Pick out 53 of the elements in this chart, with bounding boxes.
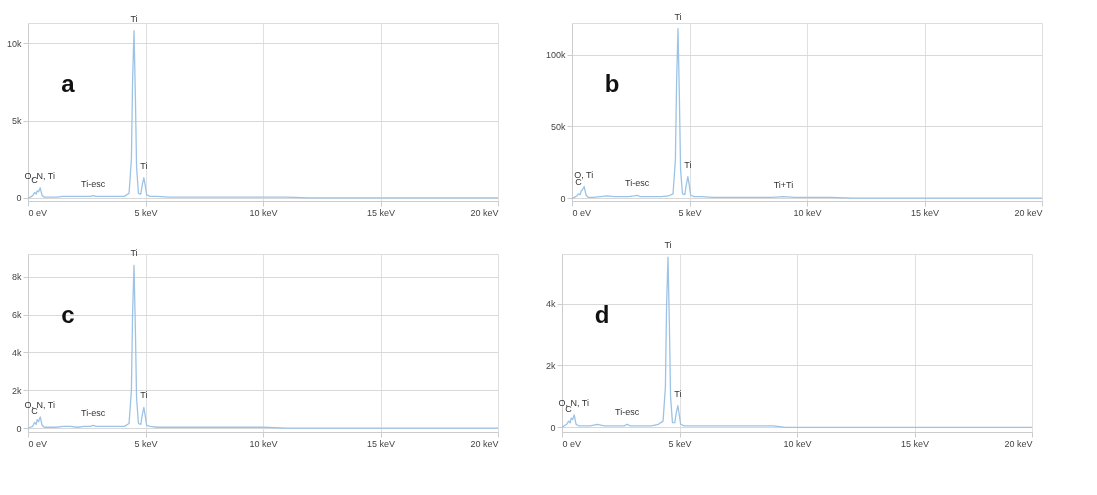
y-tick-label: 0 — [16, 193, 22, 204]
annotation: d — [594, 301, 610, 328]
y-tick-label: 4k — [545, 299, 556, 310]
x-tick-label: 10 keV — [793, 207, 822, 218]
annotation: a — [61, 70, 76, 97]
x-tick-label: 15 keV — [366, 438, 396, 449]
x-tick-label: 0 eV — [28, 438, 48, 449]
annotation: C — [565, 404, 573, 415]
y-tick-label: 4k — [11, 347, 22, 358]
x-tick-label: 20 keV — [1014, 207, 1043, 218]
annotation: Ti — [130, 13, 138, 24]
annotation: c — [61, 301, 75, 328]
x-tick-label: 5 keV — [678, 207, 702, 218]
annotation: Ti — [684, 159, 692, 170]
annotation: Ti — [664, 240, 672, 251]
annotation: C — [31, 405, 39, 416]
annotation: Ti-esc — [625, 178, 650, 189]
annotation: Ti-esc — [81, 178, 106, 189]
x-tick-label: 15 keV — [366, 207, 396, 218]
y-tick-label: 8k — [11, 272, 22, 283]
annotation: Ti — [140, 160, 148, 171]
annotation: Ti — [140, 390, 148, 401]
y-tick-label: 100k — [545, 50, 566, 61]
annotation: Ti-esc — [615, 407, 640, 418]
x-tick-label: 5 keV — [134, 438, 158, 449]
y-tick-label: 0 — [550, 422, 556, 433]
x-tick-label: 20 keV — [470, 207, 499, 218]
annotation: Ti-esc — [81, 408, 106, 419]
x-tick-label: 0 eV — [28, 207, 48, 218]
x-tick-label: 15 keV — [900, 438, 930, 449]
y-tick-label: 2k — [545, 360, 556, 371]
y-tick-label: 2k — [11, 385, 22, 396]
y-tick-label: 10k — [6, 38, 22, 49]
x-tick-label: 0 eV — [562, 438, 582, 449]
x-tick-label: 5 keV — [134, 207, 158, 218]
x-tick-label: 10 keV — [783, 438, 812, 449]
y-tick-label: 6k — [11, 310, 22, 321]
x-tick-label: 20 keV — [1004, 438, 1033, 449]
y-tick-label: 0 — [16, 423, 22, 434]
x-tick-label: 10 keV — [249, 207, 278, 218]
annotation: Ti — [674, 388, 682, 399]
x-tick-label: 20 keV — [470, 438, 499, 449]
x-tick-label: 10 keV — [249, 438, 278, 449]
y-tick-label: 50k — [550, 121, 566, 132]
x-tick-label: 15 keV — [910, 207, 940, 218]
x-tick-label: 5 keV — [668, 438, 692, 449]
annotation: b — [604, 70, 620, 97]
annotation: Ti — [674, 11, 682, 22]
annotation: Ti+Ti — [773, 179, 794, 190]
annotation: Ti — [130, 248, 138, 259]
y-tick-label: 0 — [560, 193, 566, 204]
y-tick-label: 5k — [11, 116, 22, 127]
x-tick-label: 0 eV — [572, 207, 592, 218]
